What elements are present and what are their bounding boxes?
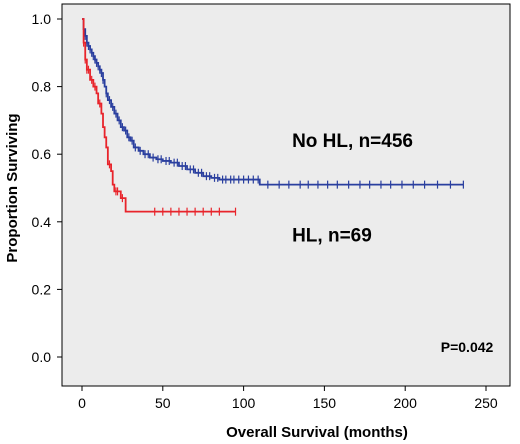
y-tick-label: 0.8 bbox=[32, 79, 52, 95]
annotation-layer: No HL, n=456 HL, n=69 P=0.042 bbox=[292, 131, 493, 355]
x-tick-label: 0 bbox=[78, 395, 86, 411]
y-tick-label: 0.6 bbox=[32, 146, 52, 162]
y-axis: 0.0 0.2 0.4 0.6 0.8 1.0 bbox=[32, 11, 62, 365]
y-tick-label: 0.4 bbox=[32, 214, 52, 230]
x-tick-label: 200 bbox=[394, 395, 418, 411]
survival-curve bbox=[82, 18, 464, 186]
y-axis-label: Proportion Surviving bbox=[4, 113, 21, 262]
p-value-annotation: P=0.042 bbox=[441, 339, 494, 355]
x-axis-label: Overall Survival (months) bbox=[226, 424, 408, 441]
x-tick-label: 250 bbox=[474, 395, 498, 411]
series-annotation: No HL, n=456 bbox=[292, 131, 413, 152]
x-tick-label: 50 bbox=[155, 395, 171, 411]
y-tick-label: 0.0 bbox=[32, 349, 52, 365]
series-hl bbox=[82, 18, 237, 216]
y-tick-label: 1.0 bbox=[32, 11, 52, 27]
plot-background bbox=[61, 3, 511, 387]
series-annotation: HL, n=69 bbox=[292, 226, 372, 247]
series-no-hl bbox=[82, 18, 464, 189]
x-axis: 0 50 100 150 200 250 bbox=[78, 386, 498, 411]
x-tick-label: 100 bbox=[232, 395, 256, 411]
y-tick-label: 0.2 bbox=[32, 281, 52, 297]
series-layer bbox=[82, 18, 464, 216]
x-tick-label: 150 bbox=[313, 395, 337, 411]
